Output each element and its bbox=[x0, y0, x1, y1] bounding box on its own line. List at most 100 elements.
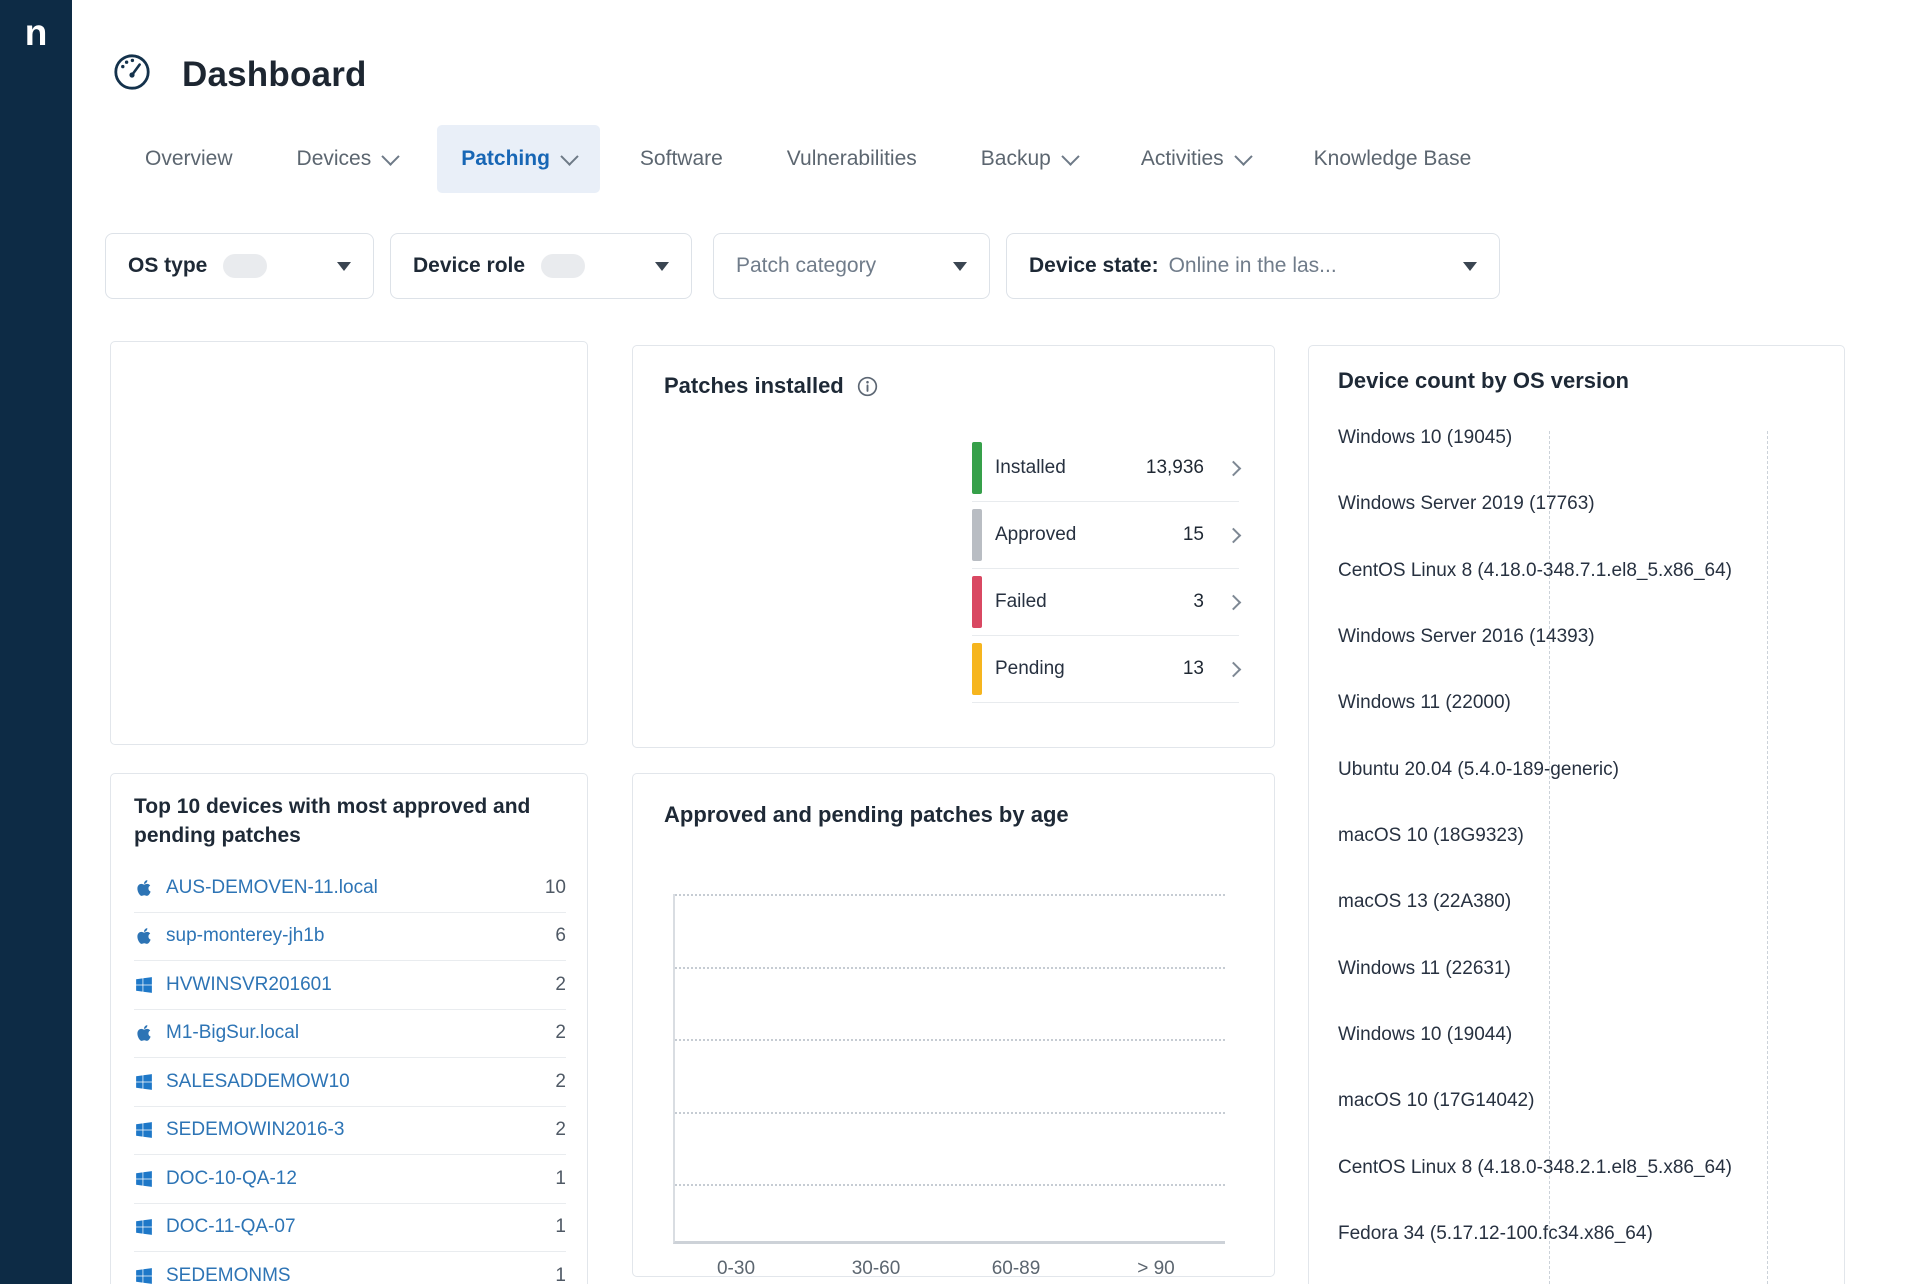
x-axis-labels: 0-3030-6060-89> 90 bbox=[666, 1258, 1226, 1280]
chevron-right-icon bbox=[1226, 594, 1242, 610]
os-version-label: Windows 11 (22631) bbox=[1338, 958, 1511, 980]
x-axis-tick-label: 30-60 bbox=[806, 1258, 946, 1280]
filter-device-state[interactable]: Device state:Online in the las... bbox=[1006, 233, 1500, 299]
os-version-label: Windows 11 (22000) bbox=[1338, 692, 1511, 714]
chart-gridline bbox=[675, 967, 1225, 969]
chart-gridline bbox=[675, 1039, 1225, 1041]
tab-label: Backup bbox=[981, 147, 1051, 171]
device-patch-count: 2 bbox=[555, 1071, 566, 1093]
legend-color-bar bbox=[972, 509, 982, 561]
os-version-label: Windows 10 (19045) bbox=[1338, 427, 1512, 449]
tab-patching[interactable]: Patching bbox=[437, 125, 600, 193]
windows-icon bbox=[134, 1217, 154, 1237]
tab-vulnerabilities[interactable]: Vulnerabilities bbox=[763, 125, 941, 193]
count-badge bbox=[223, 254, 267, 278]
device-row: M1-BigSur.local2 bbox=[134, 1010, 566, 1059]
apple-icon bbox=[134, 926, 154, 946]
os-version-label: macOS 10 (18G9323) bbox=[1338, 825, 1524, 847]
chevron-down-icon bbox=[560, 147, 578, 165]
sidebar: n bbox=[0, 0, 72, 1284]
caret-down-icon bbox=[1463, 262, 1477, 271]
legend-label: Installed bbox=[995, 457, 1146, 479]
chart-gridline bbox=[675, 894, 1225, 896]
chevron-right-icon bbox=[1226, 661, 1242, 677]
device-link[interactable]: SEDEMOWIN2016-3 bbox=[166, 1119, 555, 1141]
device-row: SEDEMOWIN2016-32 bbox=[134, 1107, 566, 1156]
legend-row-installed[interactable]: Installed13,936 bbox=[972, 435, 1239, 502]
chevron-right-icon bbox=[1226, 527, 1242, 543]
top-devices-title: Top 10 devices with most approved and pe… bbox=[134, 792, 554, 850]
brand-logo[interactable]: n bbox=[0, 12, 72, 54]
legend-row-failed[interactable]: Failed3 bbox=[972, 569, 1239, 636]
os-version-row: Windows 11 (22000) bbox=[1338, 670, 1828, 736]
os-version-row: macOS 13 (22A380) bbox=[1338, 869, 1828, 935]
chart-gridline bbox=[675, 1184, 1225, 1186]
os-version-row: Windows 11 (22631) bbox=[1338, 936, 1828, 1002]
patches-by-age-plot bbox=[673, 894, 1225, 1244]
os-version-row: Fedora 34 (5.17.12-100.fc34.x86_64) bbox=[1338, 1201, 1828, 1267]
device-link[interactable]: SALESADDEMOW10 bbox=[166, 1071, 555, 1093]
os-version-label: Fedora 34 (5.17.12-100.fc34.x86_64) bbox=[1338, 1223, 1653, 1245]
chevron-down-icon bbox=[1234, 147, 1252, 165]
device-patch-count: 1 bbox=[555, 1216, 566, 1238]
device-row: sup-monterey-jh1b6 bbox=[134, 913, 566, 962]
windows-icon bbox=[134, 1266, 154, 1284]
filter-label: OS type bbox=[128, 254, 207, 278]
page-title: Dashboard bbox=[182, 55, 367, 95]
tab-software[interactable]: Software bbox=[616, 125, 747, 193]
count-badge bbox=[541, 254, 585, 278]
legend-row-pending[interactable]: Pending13 bbox=[972, 636, 1239, 703]
device-patch-count: 1 bbox=[555, 1168, 566, 1190]
legend-value: 13,936 bbox=[1146, 457, 1204, 479]
filter-label: Device role bbox=[413, 254, 525, 278]
x-axis-tick-label: > 90 bbox=[1086, 1258, 1226, 1280]
device-row: AUS-DEMOVEN-11.local10 bbox=[134, 864, 566, 913]
chevron-down-icon bbox=[382, 147, 400, 165]
os-version-row: Windows 10 (19045) bbox=[1338, 405, 1828, 471]
os-version-list: Windows 10 (19045) Windows Server 2019 (1… bbox=[1338, 405, 1828, 1267]
device-patch-count: 2 bbox=[555, 974, 566, 996]
device-link[interactable]: AUS-DEMOVEN-11.local bbox=[166, 877, 545, 899]
filter-label: Patch category bbox=[736, 254, 876, 278]
top-devices-list: AUS-DEMOVEN-11.local10sup-monterey-jh1b6… bbox=[134, 864, 566, 1284]
tab-backup[interactable]: Backup bbox=[957, 125, 1101, 193]
page-header: Dashboard bbox=[112, 52, 367, 97]
dashboard-gauge-icon bbox=[112, 52, 152, 97]
legend-color-bar bbox=[972, 442, 982, 494]
os-version-row: macOS 10 (18G9323) bbox=[1338, 803, 1828, 869]
x-axis-tick-label: 0-30 bbox=[666, 1258, 806, 1280]
chevron-down-icon bbox=[1061, 147, 1079, 165]
filter-device-role[interactable]: Device role bbox=[390, 233, 692, 299]
device-link[interactable]: sup-monterey-jh1b bbox=[166, 925, 555, 947]
device-patch-count: 2 bbox=[555, 1119, 566, 1141]
filter-patch-category[interactable]: Patch category bbox=[713, 233, 990, 299]
device-row: SALESADDEMOW102 bbox=[134, 1058, 566, 1107]
tab-knowledge-base[interactable]: Knowledge Base bbox=[1290, 125, 1496, 193]
patch-status-legend: Installed13,936Approved15Failed3Pending1… bbox=[972, 435, 1239, 703]
tab-overview[interactable]: Overview bbox=[121, 125, 257, 193]
legend-value: 3 bbox=[1193, 591, 1204, 613]
legend-color-bar bbox=[972, 643, 982, 695]
device-link[interactable]: DOC-10-QA-12 bbox=[166, 1168, 555, 1190]
windows-icon bbox=[134, 975, 154, 995]
device-link[interactable]: SEDEMONMS bbox=[166, 1265, 555, 1284]
os-version-row: Windows Server 2019 (17763) bbox=[1338, 471, 1828, 537]
patches-by-age-title: Approved and pending patches by age bbox=[664, 802, 1069, 828]
device-link[interactable]: DOC-11-QA-07 bbox=[166, 1216, 555, 1238]
filter-os-type[interactable]: OS type bbox=[105, 233, 374, 299]
apple-icon bbox=[134, 878, 154, 898]
device-link[interactable]: M1-BigSur.local bbox=[166, 1022, 555, 1044]
os-version-row: Windows Server 2016 (14393) bbox=[1338, 604, 1828, 670]
device-row: DOC-11-QA-071 bbox=[134, 1204, 566, 1253]
legend-label: Failed bbox=[995, 591, 1193, 613]
legend-row-approved[interactable]: Approved15 bbox=[972, 502, 1239, 569]
filter-value: Online in the las... bbox=[1169, 254, 1337, 278]
tab-activities[interactable]: Activities bbox=[1117, 125, 1274, 193]
os-version-label: Windows 10 (19044) bbox=[1338, 1024, 1512, 1046]
tab-devices[interactable]: Devices bbox=[273, 125, 422, 193]
windows-icon bbox=[134, 1169, 154, 1189]
patches-installed-card: Patches installed Installed13,936Approve… bbox=[632, 345, 1275, 748]
device-link[interactable]: HVWINSVR201601 bbox=[166, 974, 555, 996]
os-version-card: Device count by OS version Windows 10 (1… bbox=[1308, 345, 1845, 1284]
info-icon[interactable] bbox=[857, 376, 878, 397]
